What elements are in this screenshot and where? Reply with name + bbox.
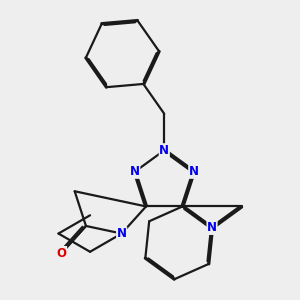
Text: O: O	[57, 247, 67, 260]
Text: N: N	[130, 165, 140, 178]
Text: N: N	[159, 144, 169, 157]
Text: N: N	[189, 165, 199, 178]
Text: N: N	[117, 227, 127, 240]
Text: N: N	[207, 221, 217, 234]
